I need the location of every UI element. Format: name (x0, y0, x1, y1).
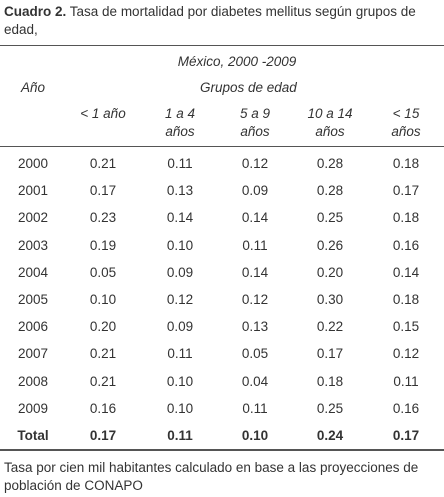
cell: 2004 (17, 264, 49, 280)
cell: 0.18 (392, 210, 420, 226)
cell: 2001 (17, 183, 49, 199)
cell: 2008 (17, 373, 49, 389)
caption-label: Cuadro 2. (4, 4, 67, 19)
column-header: < 15 (392, 106, 420, 121)
caption-title: Tasa de mortalidad por diabetes mellitus… (4, 4, 416, 37)
cell: 2007 (17, 346, 49, 362)
cell: 0.30 (316, 292, 344, 307)
cell: 0.19 (89, 237, 117, 253)
cell: 2000 (17, 156, 49, 171)
rule (0, 45, 444, 46)
total-cell: 0.24 (316, 428, 344, 443)
cell: 0.15 (392, 319, 420, 335)
column-header: años (165, 124, 195, 139)
cell: 0.09 (166, 264, 194, 280)
cell: 0.05 (89, 264, 117, 280)
cell: 0.28 (316, 156, 344, 171)
cell: 0.20 (316, 264, 344, 280)
cell: 0.11 (167, 346, 193, 362)
cell: 0.18 (392, 292, 420, 307)
cell: 0.13 (166, 183, 194, 199)
cell: 0.09 (166, 319, 194, 335)
cell: 0.10 (166, 373, 194, 389)
cell: 0.13 (241, 319, 269, 335)
caption: Cuadro 2. Tasa de mortalidad por diabete… (4, 3, 440, 39)
cell: 0.12 (241, 292, 269, 307)
cell: 0.14 (166, 210, 194, 226)
cell: 0.12 (392, 346, 420, 362)
year-header: Año (20, 80, 46, 95)
column-header: < 1 año (80, 106, 126, 121)
cell: 0.18 (392, 156, 420, 171)
table-subtitle: México, 2000 -2009 (177, 54, 297, 69)
cell: 0.16 (89, 400, 117, 416)
column-header: años (315, 124, 345, 139)
cell: 0.16 (392, 400, 420, 416)
cell: 0.21 (89, 373, 117, 389)
cell: 0.10 (166, 400, 194, 416)
cell: 2003 (17, 237, 49, 253)
cell: 0.11 (167, 156, 193, 171)
cell: 0.04 (241, 373, 269, 389)
cell: 0.26 (316, 237, 344, 253)
cell: 2005 (17, 292, 49, 307)
cell: 0.21 (89, 346, 117, 362)
cell: 0.14 (241, 264, 269, 280)
total-cell: 0.10 (241, 428, 269, 443)
total-cell: 0.17 (89, 428, 117, 443)
cell: 0.22 (316, 319, 344, 335)
cell: 0.25 (316, 210, 344, 226)
cell: 0.09 (241, 183, 269, 199)
group-header: Grupos de edad (200, 80, 297, 95)
column-header: años (240, 124, 270, 139)
cell: 0.12 (166, 292, 194, 307)
cell: 0.16 (392, 237, 420, 253)
cell: 0.14 (392, 264, 420, 280)
column-header: 10 a 14 (307, 106, 353, 121)
total-cell: Total (17, 428, 49, 443)
cell: 0.14 (241, 210, 269, 226)
rule (0, 146, 444, 147)
cell: 0.28 (316, 183, 344, 199)
cell: 0.10 (89, 292, 117, 307)
footnote: Tasa por cien mil habitantes calculado e… (4, 460, 419, 493)
cell: 0.18 (316, 373, 344, 389)
column-header: 1 a 4 (164, 106, 196, 121)
cell: 0.23 (89, 210, 117, 226)
rule (0, 449, 444, 451)
cell: 0.17 (316, 346, 344, 362)
cell: 2006 (17, 319, 49, 335)
column-header: años (391, 124, 421, 139)
cell: 0.11 (393, 373, 419, 389)
cell: 0.05 (241, 346, 269, 362)
cell: 0.20 (89, 319, 117, 335)
column-header: 5 a 9 (239, 106, 271, 121)
cell: 0.21 (89, 156, 117, 171)
cell: 2009 (17, 400, 49, 416)
cell: 0.25 (316, 400, 344, 416)
cell: 0.17 (392, 183, 420, 199)
total-cell: 0.11 (167, 428, 193, 443)
cell: 0.10 (166, 237, 194, 253)
cell: 2002 (17, 210, 49, 226)
cell: 0.12 (241, 156, 269, 171)
total-cell: 0.17 (392, 428, 420, 443)
cell: 0.17 (89, 183, 117, 199)
cell: 0.11 (242, 237, 268, 253)
cell: 0.11 (242, 400, 268, 416)
